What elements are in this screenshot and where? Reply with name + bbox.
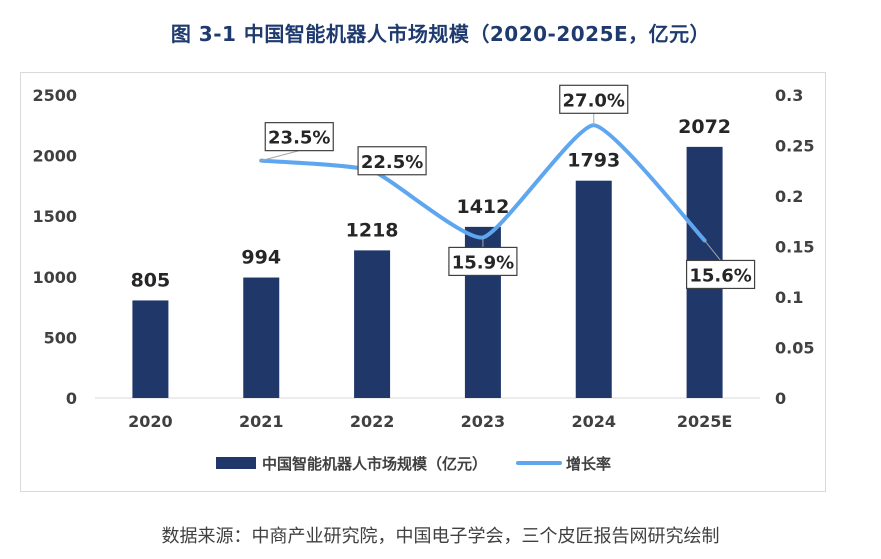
bar-data-label: 2072 [678, 116, 731, 138]
chart-title: 图 3-1 中国智能机器人市场规模（2020-2025E，亿元） [170, 22, 711, 46]
x-tick-label: 2025E [677, 412, 732, 431]
growth-rate-label: 15.6% [689, 265, 751, 286]
y-left-tick-label: 2000 [32, 147, 77, 166]
label-leader-line [704, 240, 721, 261]
bar-data-label: 1218 [346, 219, 399, 241]
legend-line-label: 增长率 [566, 455, 611, 473]
bar-data-label: 1412 [456, 196, 509, 218]
legend-bar-swatch [216, 457, 256, 469]
y-left-tick-label: 1000 [32, 268, 77, 287]
growth-rate-line [259, 123, 707, 243]
y-right-tick-label: 0.05 [775, 339, 814, 358]
growth-rate-label: 15.9% [452, 252, 514, 273]
growth-rate-label: 22.5% [361, 152, 423, 173]
y-right-tick-label: 0 [775, 389, 786, 408]
y-right-tick-label: 0.3 [775, 86, 803, 105]
bar-data-label: 1793 [567, 150, 620, 172]
data-source-note: 数据来源：中商产业研究院，中国电子学会，三个皮匠报告网研究绘制 [161, 526, 720, 547]
y-right-tick-label: 0.25 [775, 137, 814, 156]
growth-label-box [685, 259, 756, 290]
x-tick-label: 2023 [461, 412, 506, 431]
bar [132, 300, 169, 398]
y-right-tick-label: 0.1 [775, 288, 803, 307]
bar [354, 250, 391, 398]
growth-label-box [448, 246, 518, 277]
y-right-tick-label: 0.15 [775, 238, 814, 257]
y-left-tick-label: 1500 [32, 207, 77, 226]
x-tick-label: 2020 [128, 412, 173, 431]
y-left-tick-label: 0 [66, 389, 77, 408]
growth-rate-label: 23.5% [268, 128, 330, 149]
bar [243, 277, 280, 398]
bar [575, 180, 612, 398]
y-left-tick-label: 2500 [32, 86, 77, 105]
bar-data-label: 994 [241, 247, 281, 269]
growth-label-box [264, 122, 334, 152]
x-tick-label: 2024 [571, 412, 616, 431]
label-leader-line [261, 150, 300, 162]
bar-data-label: 805 [131, 269, 171, 291]
growth-rate-label: 27.0% [563, 90, 625, 111]
legend-bar-label: 中国智能机器人市场规模（亿元） [262, 455, 487, 473]
y-right-tick-label: 0.2 [775, 187, 803, 206]
x-tick-label: 2021 [239, 412, 284, 431]
x-tick-label: 2022 [350, 412, 395, 431]
chart-frame [20, 72, 826, 492]
y-left-tick-label: 500 [44, 328, 77, 347]
growth-label-box [357, 146, 427, 176]
growth-label-box [559, 84, 629, 114]
